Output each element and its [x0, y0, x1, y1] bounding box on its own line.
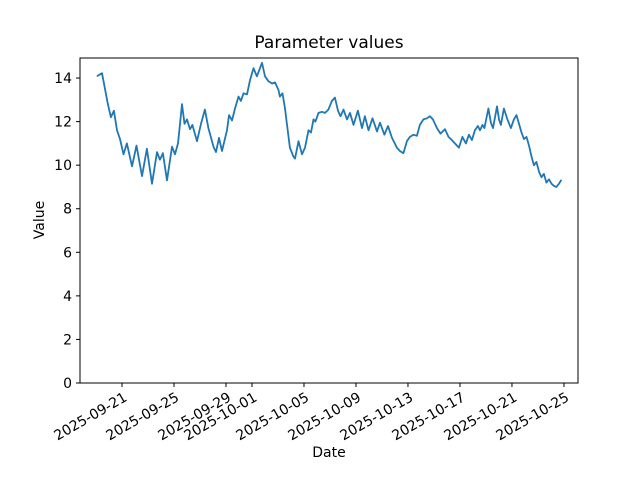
y-tick-label: 2 [63, 332, 72, 348]
plot-frame [79, 57, 579, 384]
series-line [96, 61, 562, 188]
y-tick-label: 0 [63, 376, 72, 392]
y-tick-label: 10 [54, 158, 72, 174]
y-tick-label: 8 [63, 202, 72, 218]
y-tick-label: 4 [63, 289, 72, 305]
chart-title: Parameter values [254, 33, 404, 53]
y-tick-label: 6 [63, 245, 72, 261]
y-tick-label: 12 [54, 115, 72, 131]
x-axis-label: Date [312, 445, 346, 461]
y-tick-label: 14 [54, 71, 72, 87]
